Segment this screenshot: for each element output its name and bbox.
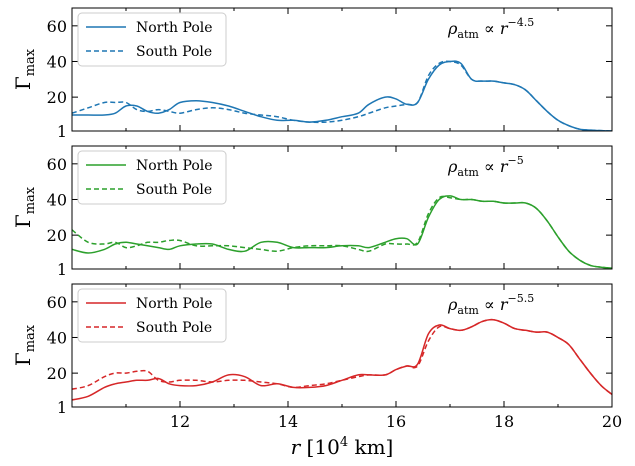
y-axis-label: Γmax (11, 186, 38, 228)
legend-label: South Pole (136, 320, 212, 336)
x-tick-label: 12 (170, 412, 190, 431)
y-tick-label: 1 (57, 260, 67, 279)
y-tick-label: 1 (57, 122, 67, 141)
y-tick-label: 40 (47, 52, 67, 71)
series-line-north-pole (72, 195, 612, 269)
legend: North Pole South Pole (77, 150, 227, 205)
series-line-north-pole (72, 60, 612, 131)
legend: North Pole South Pole (77, 288, 227, 343)
y-tick-label: 20 (47, 364, 67, 383)
series-line-south-pole (72, 318, 612, 396)
x-axis-label: r [104 km] (291, 435, 394, 459)
y-tick-label: 60 (47, 293, 67, 312)
y-tick-label: 1 (57, 398, 67, 417)
y-tick-label: 60 (47, 155, 67, 174)
y-tick-label: 20 (47, 226, 67, 245)
legend-label: South Pole (136, 182, 212, 198)
panel-3: 1 20 40 60 12 14 16 18 20 Γmax North Pole South Pol… (11, 283, 622, 459)
y-tick-label: 40 (47, 328, 67, 347)
density-annotation: ρatm ∝ r−4.5 (447, 16, 534, 41)
x-tick-label: 14 (278, 412, 298, 431)
density-annotation: ρatm ∝ r−5.5 (447, 292, 534, 317)
panel-2: 1 20 40 60 Γmax North Pole South Pole ρatm ∝ r−… (11, 145, 613, 279)
legend-label: North Pole (136, 158, 213, 174)
series-group (72, 318, 612, 401)
y-axis-label: Γmax (11, 324, 38, 366)
y-tick-label: 40 (47, 190, 67, 209)
y-tick-label: 20 (47, 88, 67, 107)
panel-1: 1 20 40 60 Γmax North Pole South Pole ρatm ∝ r−… (11, 7, 613, 141)
legend-label: South Pole (136, 44, 212, 60)
density-annotation: ρatm ∝ r−5 (447, 154, 524, 179)
y-axis-label: Γmax (11, 48, 38, 90)
x-tick-label: 20 (602, 412, 622, 431)
series-line-south-pole (72, 60, 612, 131)
x-tick-label: 18 (494, 412, 514, 431)
series-group (72, 60, 612, 131)
x-tick-label: 16 (386, 412, 406, 431)
legend-label: North Pole (136, 296, 213, 312)
legend: North Pole South Pole (77, 12, 227, 67)
series-group (72, 195, 612, 269)
legend-label: North Pole (136, 20, 213, 36)
series-line-south-pole (72, 195, 612, 269)
y-tick-label: 60 (47, 17, 67, 36)
